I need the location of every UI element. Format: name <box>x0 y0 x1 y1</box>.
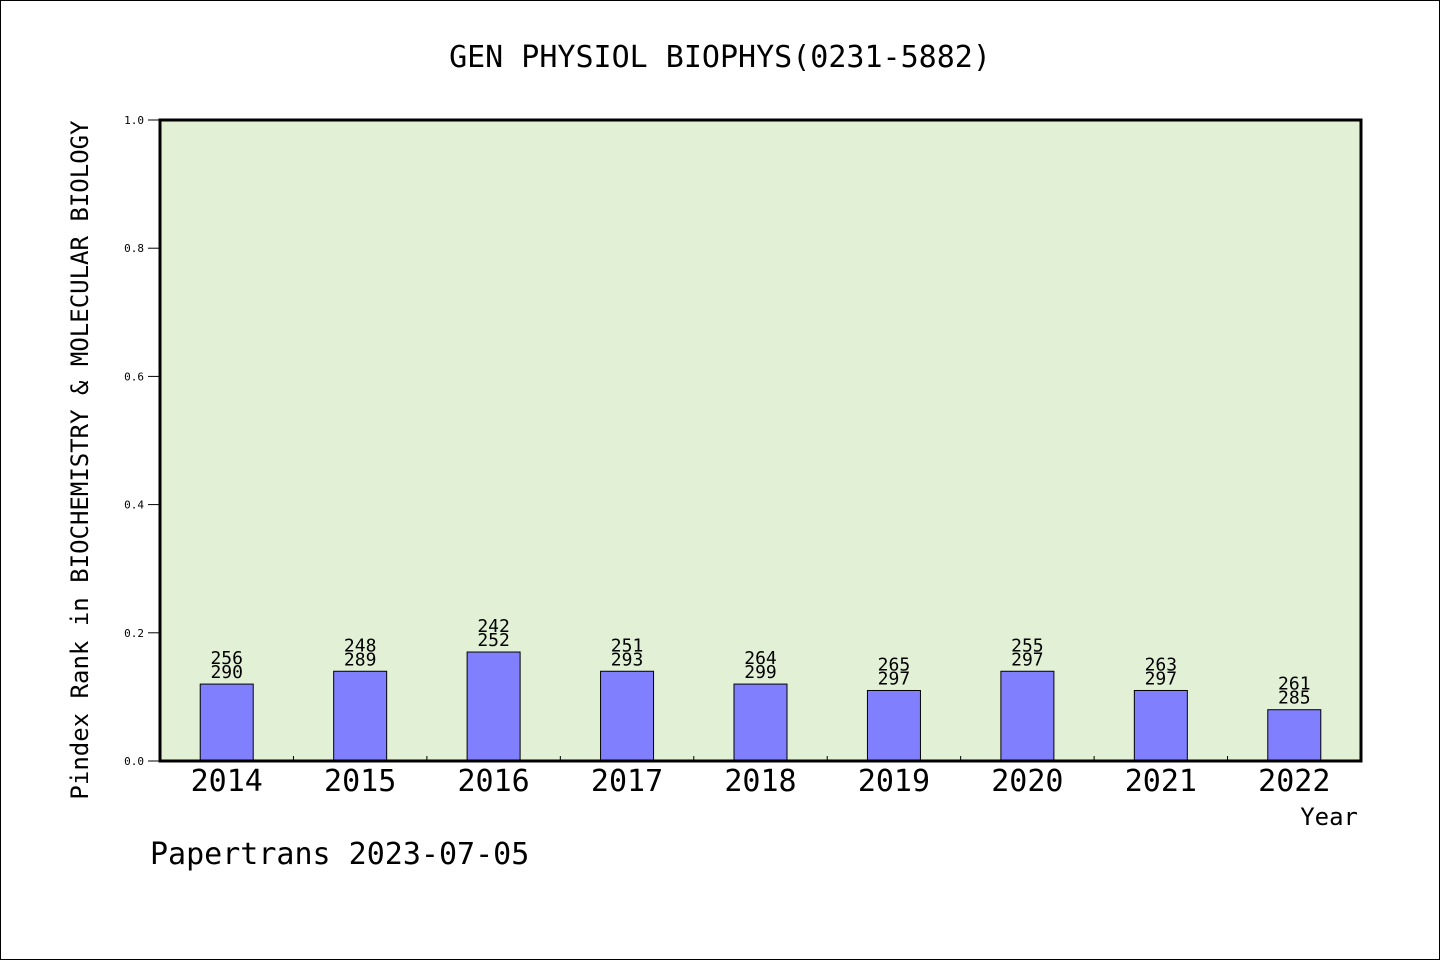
total-label-2022: 285 <box>1278 688 1311 709</box>
rank-label-2022: 261 <box>1278 674 1311 695</box>
rank-label-2020: 255 <box>1011 635 1044 656</box>
credit-text: Papertrans 2023-07-05 <box>150 837 529 872</box>
rank-label-2015: 248 <box>344 635 377 656</box>
y-tick-label: 0.4 <box>124 499 144 512</box>
bar-2015 <box>333 670 388 762</box>
bar-2020 <box>1000 670 1055 762</box>
total-label-2019: 297 <box>878 668 911 689</box>
bar-2017 <box>600 670 655 762</box>
x-tick-label-2019: 2019 <box>858 764 930 799</box>
y-axis-label: Pindex Rank in BIOCHEMISTRY & MOLECULAR … <box>66 120 94 800</box>
bar-2019 <box>866 689 921 762</box>
x-tick-label-2018: 2018 <box>724 764 796 799</box>
bar-2014 <box>199 683 254 762</box>
rank-label-2014: 256 <box>210 648 243 669</box>
total-label-2020: 297 <box>1011 649 1044 670</box>
bar-2018 <box>733 683 788 762</box>
x-tick-label-2016: 2016 <box>457 764 529 799</box>
bar-2016 <box>466 651 521 762</box>
total-label-2018: 299 <box>744 662 777 683</box>
x-tick-label-2015: 2015 <box>324 764 396 799</box>
y-tick-label: 0.8 <box>124 242 144 255</box>
x-tick-label-2022: 2022 <box>1258 764 1330 799</box>
rank-label-2017: 251 <box>611 635 644 656</box>
bar-2021 <box>1133 689 1188 762</box>
total-label-2016: 252 <box>477 630 510 651</box>
bar-2022 <box>1267 709 1322 762</box>
rank-label-2016: 242 <box>477 616 510 637</box>
rank-label-2021: 263 <box>1145 654 1178 675</box>
x-tick-label-2021: 2021 <box>1125 764 1197 799</box>
y-tick-label: 0.0 <box>124 755 144 768</box>
y-tick-label: 0.6 <box>124 370 144 383</box>
y-tick-label: 1.0 <box>124 114 144 127</box>
x-tick-label-2020: 2020 <box>991 764 1063 799</box>
x-axis-label: Year <box>1300 803 1358 831</box>
x-tick-label-2017: 2017 <box>591 764 663 799</box>
total-label-2015: 289 <box>344 649 377 670</box>
total-label-2021: 297 <box>1145 668 1178 689</box>
rank-label-2018: 264 <box>744 648 777 669</box>
rank-label-2019: 265 <box>878 654 911 675</box>
plot-border <box>158 118 1363 763</box>
total-label-2017: 293 <box>611 649 644 670</box>
chart-title: GEN PHYSIOL BIOPHYS(0231-5882) <box>449 40 991 75</box>
x-tick-label-2014: 2014 <box>191 764 263 799</box>
y-tick-label: 0.2 <box>124 627 144 640</box>
plot-area <box>160 120 1361 761</box>
total-label-2014: 290 <box>210 662 243 683</box>
